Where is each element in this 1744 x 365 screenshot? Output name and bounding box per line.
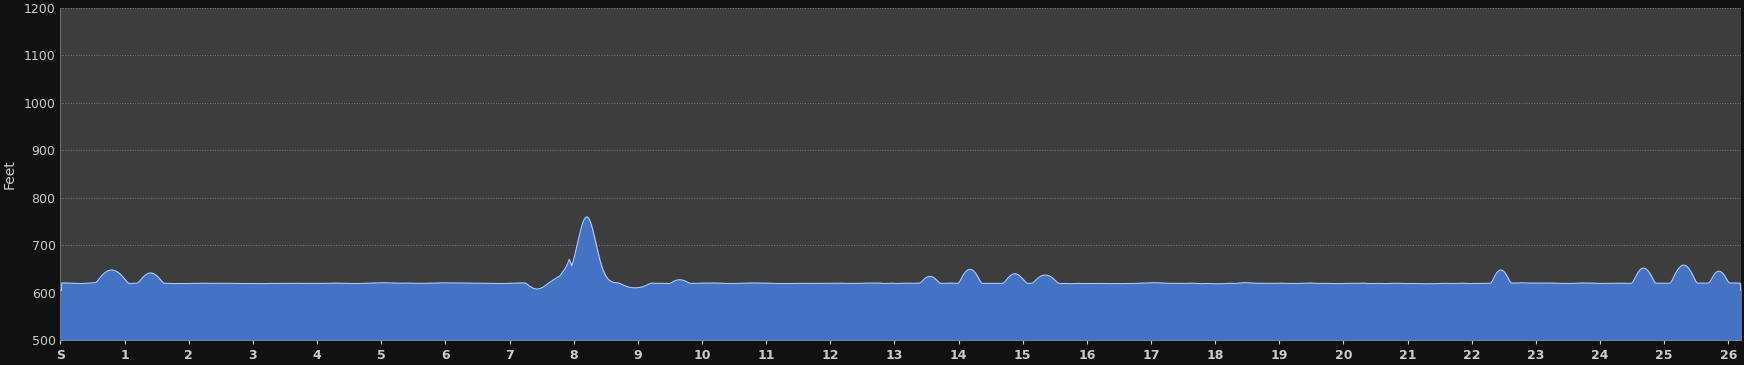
Y-axis label: Feet: Feet — [3, 159, 17, 189]
